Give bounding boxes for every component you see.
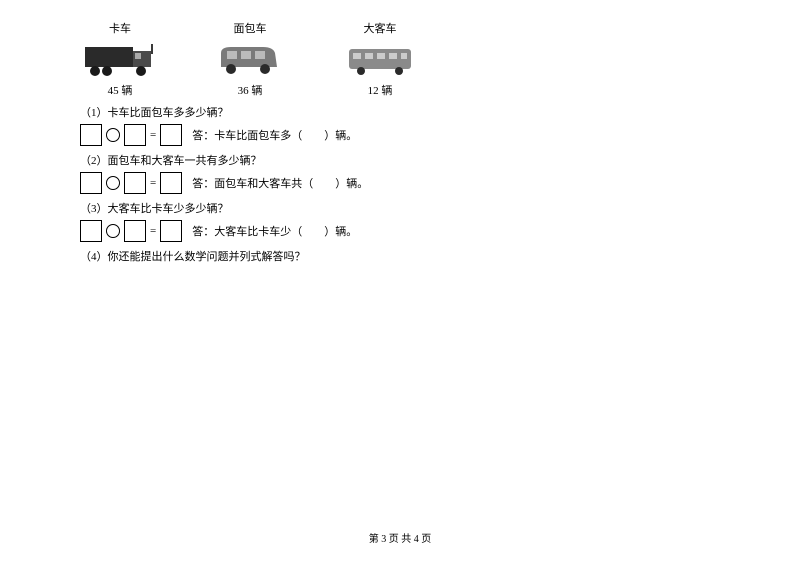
bus-label: 大客车 <box>364 20 397 36</box>
truck-icon <box>83 39 158 79</box>
q2-answer-text: 答：面包车和大客车共（ ）辆。 <box>192 175 368 191</box>
equation-row-2: = 答：面包车和大客车共（ ）辆。 <box>80 172 720 194</box>
q3-box-1[interactable] <box>80 220 102 242</box>
van-label: 面包车 <box>234 20 267 36</box>
q2-box-2[interactable] <box>124 172 146 194</box>
question-4-text: （4）你还能提出什么数学问题并列式解答吗？ <box>80 248 720 264</box>
van-column: 面包车 36 辆 <box>210 20 290 98</box>
q3-answer-text: 答：大客车比卡车少（ ）辆。 <box>192 223 357 239</box>
van-icon <box>213 39 288 79</box>
van-count: 36 辆 <box>238 82 263 98</box>
truck-count: 45 辆 <box>108 82 133 98</box>
equals-sign: = <box>150 129 156 141</box>
q3-box-2[interactable] <box>124 220 146 242</box>
q1-operator-circle[interactable] <box>106 128 120 142</box>
truck-column: 卡车 45 辆 <box>80 20 160 98</box>
q1-box-3[interactable] <box>160 124 182 146</box>
equals-sign: = <box>150 177 156 189</box>
page-number: 第 3 页 共 4 页 <box>0 530 800 545</box>
q1-box-2[interactable] <box>124 124 146 146</box>
question-3-text: （3）大客车比卡车少多少辆？ <box>80 200 720 216</box>
vehicles-header-row: 卡车 45 辆 面包车 36 辆 <box>80 20 720 98</box>
question-1-text: （1）卡车比面包车多多少辆？ <box>80 104 720 120</box>
q2-box-1[interactable] <box>80 172 102 194</box>
truck-label: 卡车 <box>109 20 131 36</box>
q3-box-3[interactable] <box>160 220 182 242</box>
bus-icon <box>343 39 418 79</box>
q1-box-1[interactable] <box>80 124 102 146</box>
q3-operator-circle[interactable] <box>106 224 120 238</box>
question-2-text: （2）面包车和大客车一共有多少辆？ <box>80 152 720 168</box>
q2-box-3[interactable] <box>160 172 182 194</box>
equals-sign: = <box>150 225 156 237</box>
bus-column: 大客车 12 辆 <box>340 20 420 98</box>
q1-answer-text: 答：卡车比面包车多（ ）辆。 <box>192 127 357 143</box>
bus-count: 12 辆 <box>368 82 393 98</box>
equation-row-1: = 答：卡车比面包车多（ ）辆。 <box>80 124 720 146</box>
q2-operator-circle[interactable] <box>106 176 120 190</box>
equation-row-3: = 答：大客车比卡车少（ ）辆。 <box>80 220 720 242</box>
